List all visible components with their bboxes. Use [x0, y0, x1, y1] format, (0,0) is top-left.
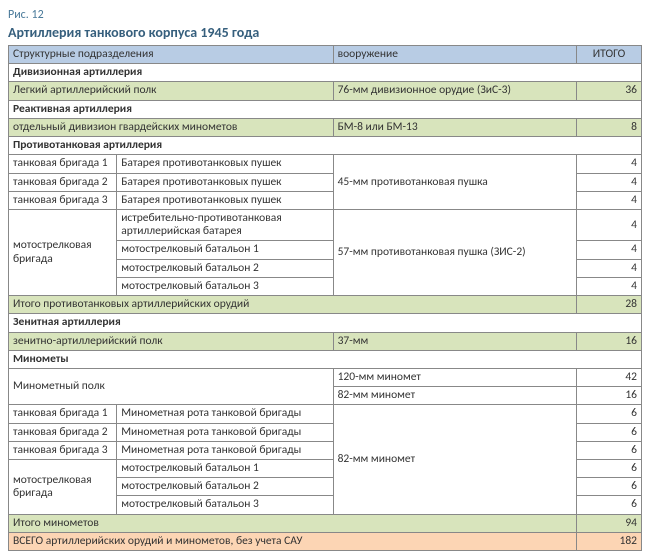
mortar-rota-3: Минометная рота танковой бригады [117, 441, 333, 459]
header-total: ИТОГО [577, 46, 642, 64]
section-reactive: Реактивная артиллерия [9, 100, 642, 118]
at-val45-3: 4 [577, 191, 642, 209]
header-structure: Структурные подразделения [9, 46, 334, 64]
at-moto-r2: мотострелковый батальон 1 [117, 241, 333, 259]
mortar-arm82a: 82-мм миномет [333, 387, 576, 405]
mortar-polk: Минометный полк [9, 368, 334, 404]
mortar-rota-2: Минометная рота танковой бригады [117, 423, 333, 441]
mortar-moto-r2: мотострелковый батальон 2 [117, 478, 333, 496]
at-arm57: 57-мм противотанковая пушка (ЗИС-2) [333, 209, 576, 295]
aa-total: 16 [577, 332, 642, 350]
at-moto-label: мотострелковая бригада [9, 209, 117, 295]
header-row: Структурные подразделения вооружение ИТО… [9, 46, 642, 64]
grand-total-val: 182 [577, 532, 642, 550]
mortar-tb1: танковая бригада 1 [9, 405, 117, 423]
react-label: отдельный дивизион гвардейских минометов [9, 118, 334, 136]
at-battery-3: Батарея противотанковых пушек [117, 191, 333, 209]
artillery-table: Структурные подразделения вооружение ИТО… [8, 45, 642, 551]
at-moto-r3: мотострелковый батальон 2 [117, 259, 333, 277]
mortar-moto-r1: мотострелковый батальон 1 [117, 460, 333, 478]
at-subtotal-val: 28 [577, 296, 642, 314]
mortar-valm-3: 6 [577, 496, 642, 514]
div-arm: 76-мм дивизионное орудие (ЗиС-3) [333, 82, 576, 100]
mortar-subtotal-val: 94 [577, 514, 642, 532]
mortar-valm-1: 6 [577, 460, 642, 478]
at-battery-1: Батарея противотанковых пушек [117, 155, 333, 173]
header-armament: вооружение [333, 46, 576, 64]
figure-label: Рис. 12 [8, 8, 642, 22]
at-arm45: 45-мм противотанковая пушка [333, 155, 576, 210]
react-arm: БМ-8 или БМ-13 [333, 118, 576, 136]
at-moto-r4: мотострелковый батальон 3 [117, 277, 333, 295]
at-val57-3: 4 [577, 259, 642, 277]
mortar-valm-2: 6 [577, 478, 642, 496]
section-antitank: Противотанковая артиллерия [9, 137, 642, 155]
div-label: Легкий артиллерийский полк [9, 82, 334, 100]
mortar-tb3: танковая бригада 3 [9, 441, 117, 459]
at-val57-4: 4 [577, 277, 642, 295]
mortar-moto-r3: мотострелковый батальон 3 [117, 496, 333, 514]
at-tb2: танковая бригада 2 [9, 173, 117, 191]
grand-total-label: ВСЕГО артиллерийских орудий и минометов,… [9, 532, 577, 550]
mortar-valr-1: 6 [577, 405, 642, 423]
mortar-val120: 42 [577, 368, 642, 386]
mortar-moto-label: мотострелковая бригада [9, 460, 117, 515]
mortar-tb2: танковая бригада 2 [9, 423, 117, 441]
react-total: 8 [577, 118, 642, 136]
mortar-arm82b: 82-мм миномет [333, 405, 576, 514]
at-val57-1: 4 [577, 209, 642, 240]
at-tb1: танковая бригада 1 [9, 155, 117, 173]
mortar-valr-2: 6 [577, 423, 642, 441]
at-val57-2: 4 [577, 241, 642, 259]
aa-arm: 37-мм [333, 332, 576, 350]
page-title: Артиллерия танкового корпуса 1945 года [8, 24, 642, 41]
aa-label: зенитно-артиллерийский полк [9, 332, 334, 350]
at-val45-2: 4 [577, 173, 642, 191]
mortar-arm120: 120-мм миномет [333, 368, 576, 386]
mortar-valr-3: 6 [577, 441, 642, 459]
at-val45-1: 4 [577, 155, 642, 173]
section-aa: Зенитная артиллерия [9, 314, 642, 332]
div-total: 36 [577, 82, 642, 100]
at-tb3: танковая бригада 3 [9, 191, 117, 209]
mortar-rota-1: Минометная рота танковой бригады [117, 405, 333, 423]
section-mortars: Минометы [9, 350, 642, 368]
at-moto-r1: истребительно-противотанковая артиллерий… [117, 209, 333, 240]
mortar-subtotal-label: Итого минометов [9, 514, 577, 532]
at-battery-2: Батарея противотанковых пушек [117, 173, 333, 191]
mortar-val82a: 16 [577, 387, 642, 405]
section-divisional: Дивизионная артиллерия [9, 64, 642, 82]
at-subtotal-label: Итого противотанковых артиллерийских ору… [9, 296, 577, 314]
